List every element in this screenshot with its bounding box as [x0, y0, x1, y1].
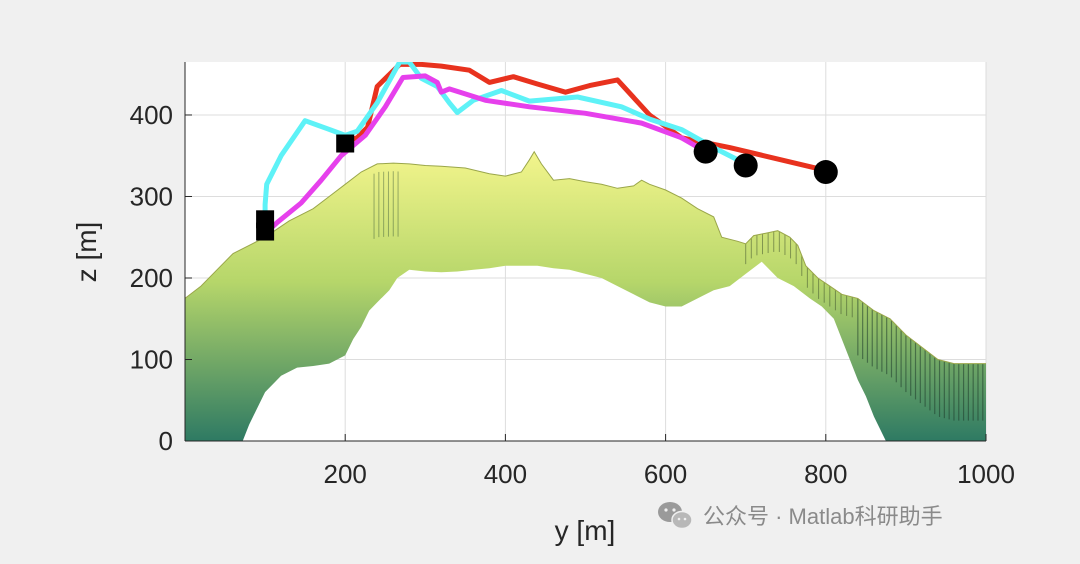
x-tick-label: 600 — [644, 459, 687, 489]
y-tick-label: 400 — [130, 100, 173, 130]
end-marker — [813, 160, 838, 185]
terrain-surface — [185, 150, 986, 441]
y-axis-title: z [m] — [71, 222, 102, 283]
axis-ticks: 200 400 600 800 1000 0 100 200 300 400 — [130, 62, 1015, 489]
terrain-fill — [185, 151, 986, 441]
y-tick-label: 300 — [130, 181, 173, 211]
path-markers — [256, 134, 838, 241]
y-tick-label: 100 — [130, 344, 173, 374]
y-tick-label: 200 — [130, 263, 173, 293]
x-tick-label: 1000 — [957, 459, 1015, 489]
path-series — [262, 62, 829, 236]
x-axis-title: y [m] — [555, 515, 616, 546]
end-marker — [733, 153, 758, 178]
series-line-cyan — [262, 62, 749, 224]
start-marker — [336, 134, 355, 153]
terrain-ridge — [185, 150, 986, 365]
x-tick-label: 200 — [324, 459, 367, 489]
series-line-magenta — [262, 73, 709, 236]
wechat-icon — [658, 502, 693, 530]
x-tick-label: 800 — [804, 459, 847, 489]
watermark-text: 公众号 · Matlab科研助手 — [703, 504, 943, 529]
start-marker — [256, 210, 275, 229]
watermark: 公众号 · Matlab科研助手 — [658, 502, 943, 530]
y-tick-label: 0 — [159, 426, 173, 456]
end-marker — [693, 139, 718, 164]
x-tick-label: 400 — [484, 459, 527, 489]
